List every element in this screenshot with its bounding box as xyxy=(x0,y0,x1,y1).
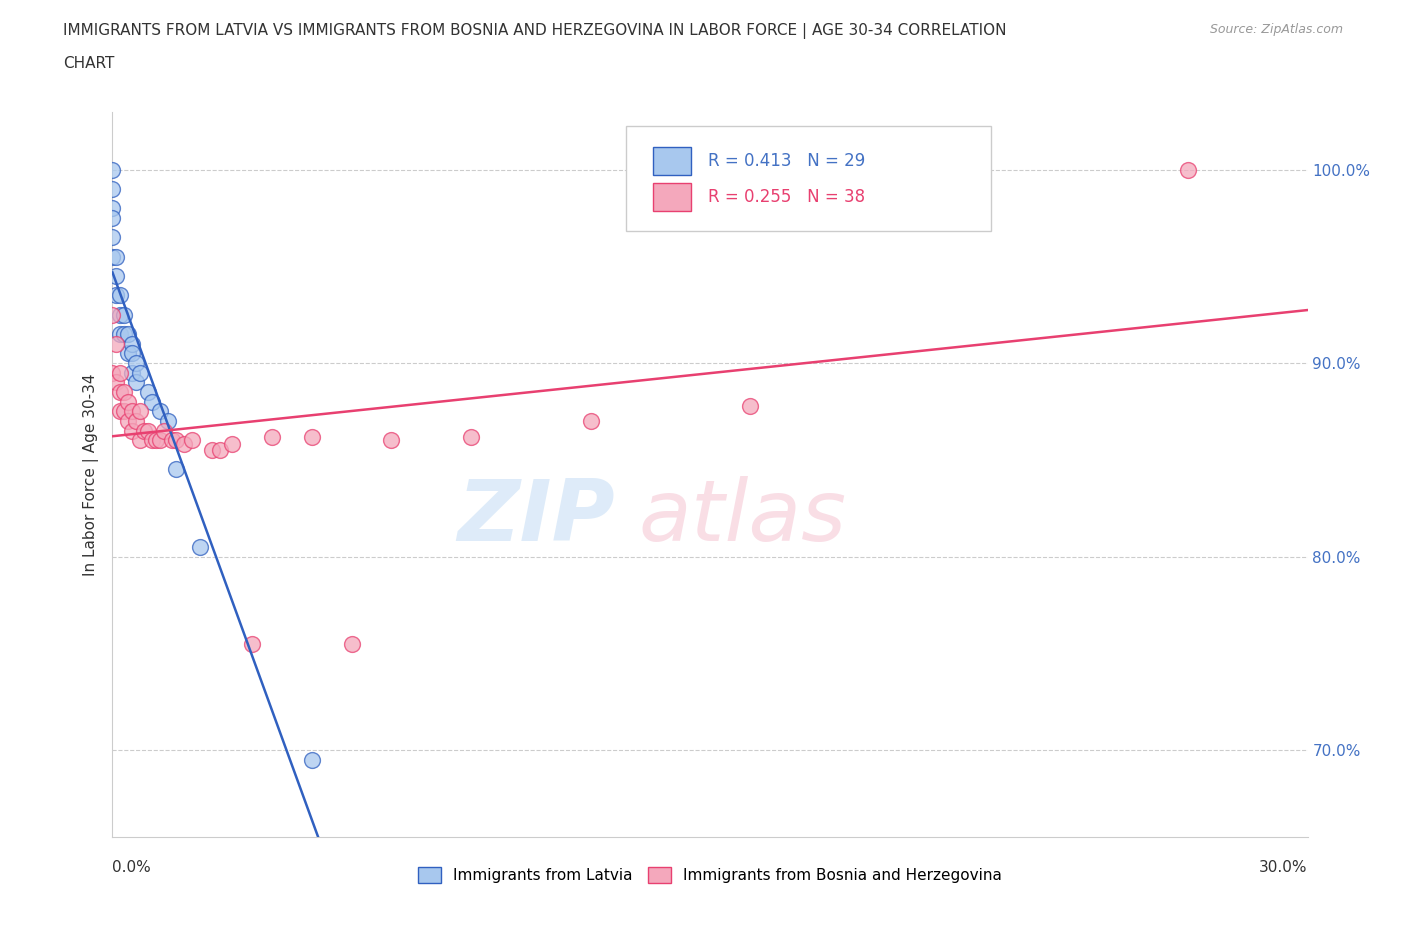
Point xyxy=(117,414,139,429)
Text: Source: ZipAtlas.com: Source: ZipAtlas.com xyxy=(1209,23,1343,36)
Point xyxy=(153,423,176,438)
Point xyxy=(114,404,135,418)
Point xyxy=(260,429,283,444)
Point xyxy=(380,433,402,448)
Y-axis label: In Labor Force | Age 30-34: In Labor Force | Age 30-34 xyxy=(83,373,98,576)
Text: CHART: CHART xyxy=(63,56,115,71)
Point xyxy=(125,414,148,429)
Point xyxy=(110,288,132,303)
Point xyxy=(114,385,135,400)
Point xyxy=(110,385,132,400)
Legend: Immigrants from Latvia, Immigrants from Bosnia and Herzegovina: Immigrants from Latvia, Immigrants from … xyxy=(411,859,1010,891)
Point xyxy=(105,375,128,390)
Point xyxy=(101,210,124,225)
Point xyxy=(125,375,148,390)
Point xyxy=(221,437,243,452)
Point xyxy=(201,443,224,458)
Point xyxy=(579,414,602,429)
Point xyxy=(209,443,232,458)
Point xyxy=(165,433,187,448)
Point xyxy=(1177,162,1199,177)
Point xyxy=(101,307,124,322)
Point xyxy=(117,394,139,409)
Point xyxy=(738,398,761,413)
Point xyxy=(114,307,135,322)
Point xyxy=(149,404,172,418)
Point xyxy=(121,346,143,361)
Point xyxy=(138,385,160,400)
FancyBboxPatch shape xyxy=(627,126,991,232)
Point xyxy=(129,433,152,448)
Point xyxy=(125,355,148,370)
Text: 0.0%: 0.0% xyxy=(112,859,152,875)
Point xyxy=(117,346,139,361)
Point xyxy=(101,181,124,196)
Point xyxy=(145,433,167,448)
Bar xyxy=(652,183,690,211)
Point xyxy=(110,404,132,418)
Point xyxy=(162,433,183,448)
Point xyxy=(105,249,128,264)
Text: IMMIGRANTS FROM LATVIA VS IMMIGRANTS FROM BOSNIA AND HERZEGOVINA IN LABOR FORCE : IMMIGRANTS FROM LATVIA VS IMMIGRANTS FRO… xyxy=(63,23,1007,39)
Point xyxy=(181,433,204,448)
Point xyxy=(117,326,139,341)
Point xyxy=(110,307,132,322)
Point xyxy=(129,365,152,380)
Point xyxy=(110,365,132,380)
Text: R = 0.413   N = 29: R = 0.413 N = 29 xyxy=(707,152,865,170)
Point xyxy=(301,429,323,444)
Point xyxy=(141,394,163,409)
Point xyxy=(110,326,132,341)
Point xyxy=(105,288,128,303)
Point xyxy=(105,337,128,352)
Point xyxy=(157,414,180,429)
Point xyxy=(240,636,263,651)
Point xyxy=(101,201,124,216)
Point xyxy=(129,404,152,418)
Point xyxy=(121,404,143,418)
Point xyxy=(460,429,482,444)
Text: 30.0%: 30.0% xyxy=(1260,859,1308,875)
Point xyxy=(165,462,187,477)
Point xyxy=(340,636,363,651)
Point xyxy=(141,433,163,448)
Point xyxy=(105,269,128,284)
Text: ZIP: ZIP xyxy=(457,476,614,559)
Text: R = 0.255   N = 38: R = 0.255 N = 38 xyxy=(707,188,865,206)
Point xyxy=(121,365,143,380)
Point xyxy=(121,423,143,438)
Bar xyxy=(652,147,690,175)
Point xyxy=(101,230,124,245)
Point xyxy=(114,326,135,341)
Point xyxy=(101,249,124,264)
Point xyxy=(173,437,195,452)
Point xyxy=(188,539,211,554)
Point xyxy=(101,162,124,177)
Point xyxy=(134,423,156,438)
Point xyxy=(301,752,323,767)
Point xyxy=(101,365,124,380)
Text: atlas: atlas xyxy=(638,476,846,559)
Point xyxy=(138,423,160,438)
Point xyxy=(121,337,143,352)
Point xyxy=(149,433,172,448)
